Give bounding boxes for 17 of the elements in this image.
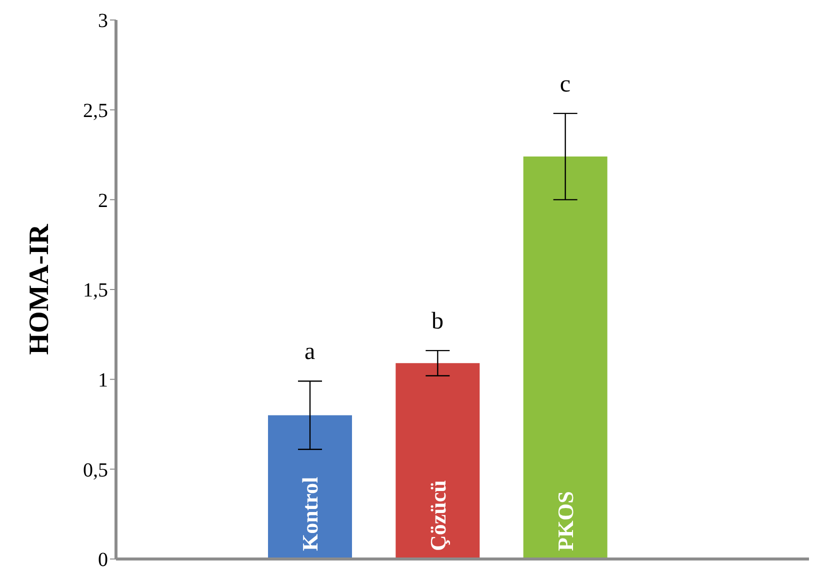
y-axis-title: HOMA-IR	[24, 223, 55, 355]
y-tick-label: 0	[98, 549, 108, 572]
bar	[268, 415, 352, 559]
y-tick-label: 1	[98, 369, 108, 392]
y-tick-label: 2	[98, 190, 108, 212]
y-tick-label: 3	[98, 10, 108, 32]
y-tick-label: 1,5	[83, 280, 108, 302]
x-tick-label: PKOS	[553, 491, 578, 551]
y-tick-label: 0,5	[83, 459, 108, 482]
x-tick-label: Kontrol	[298, 476, 323, 551]
annotation: b	[432, 308, 444, 335]
annotation: a	[304, 339, 316, 366]
x-tick-label: Çözücü	[425, 480, 450, 551]
y-tick-label: 2,5	[83, 100, 108, 122]
annotation: c	[560, 71, 570, 98]
bar	[396, 363, 480, 559]
bar	[523, 156, 608, 559]
